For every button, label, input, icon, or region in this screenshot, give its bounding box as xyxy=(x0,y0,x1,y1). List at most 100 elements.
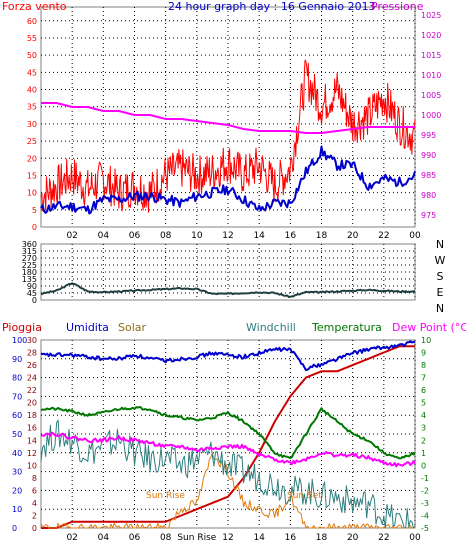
y-tick-label: 8 xyxy=(32,474,37,483)
y-tick-label: 20 xyxy=(27,399,37,408)
y-tick-label: 995 xyxy=(421,131,436,140)
x-tick-label: 08 xyxy=(160,533,172,543)
y-tick-label: 60 xyxy=(12,411,22,420)
x-tick-label: 08 xyxy=(160,231,172,241)
y-tick-label: 990 xyxy=(421,151,436,160)
y-tick-label: 80 xyxy=(12,374,22,383)
solar-label: Solar xyxy=(118,321,147,334)
y-tick-label: 6 xyxy=(421,386,426,395)
y-tick-label: 225 xyxy=(22,261,37,270)
x-tick-label: 00 xyxy=(409,533,421,543)
dewpoint-label: Dew Point (°C) xyxy=(392,321,466,334)
y-tick-label: 4 xyxy=(32,499,37,508)
y-tick-label: 315 xyxy=(22,247,37,256)
y-tick-label: 5 xyxy=(32,206,37,215)
y-tick-label: 24 xyxy=(27,374,37,383)
y-tick-label: 0 xyxy=(32,524,37,533)
compass-letter: W xyxy=(435,254,446,267)
y-tick-label: 28 xyxy=(27,349,37,358)
y-tick-label: 10 xyxy=(27,461,37,470)
y-tick-label: 45 xyxy=(27,68,37,77)
y-tick-label: 3 xyxy=(421,424,426,433)
sunrise-annotation: Sun Rise xyxy=(146,491,185,501)
y-tick-label: 30 xyxy=(27,120,37,129)
x-tick-label: 22 xyxy=(378,231,389,241)
rain-series xyxy=(41,345,415,529)
y-tick-label: 20 xyxy=(27,154,37,163)
chart-title: 24 hour graph day : 16 Gennaio 2013 xyxy=(168,0,376,13)
y-tick-label: 360 xyxy=(22,240,37,249)
wind-average-series xyxy=(40,145,416,215)
y-tick-label: 14 xyxy=(27,436,37,445)
x-tick-label: 14 xyxy=(253,231,265,241)
sunset-annotation: Sun Set xyxy=(287,491,322,501)
wind-speed-series xyxy=(40,59,416,213)
x-tick-label: 06 xyxy=(129,231,141,241)
y-tick-label: 0 xyxy=(12,524,17,533)
y-tick-label: 15 xyxy=(27,171,37,180)
x-tick-label: 12 xyxy=(222,533,233,543)
x-tick-label: 04 xyxy=(98,533,110,543)
y-tick-label: 35 xyxy=(27,103,37,112)
y-tick-label: 6 xyxy=(32,486,37,495)
y-tick-label: 975 xyxy=(421,211,436,220)
y-tick-label: 40 xyxy=(12,449,22,458)
compass-letter: S xyxy=(437,270,444,283)
x-tick-label: 14 xyxy=(253,533,265,543)
humidity-label: Umidita xyxy=(66,321,109,334)
x-tick-label: 22 xyxy=(378,533,389,543)
y-tick-label: 9 xyxy=(421,349,426,358)
x-tick-label: 20 xyxy=(347,231,359,241)
y-tick-label: 2 xyxy=(32,511,37,520)
compass-letter: N xyxy=(436,238,444,251)
x-tick-label: Sun Rise xyxy=(177,533,216,543)
y-tick-label: 60 xyxy=(27,17,37,26)
y-tick-label: 18 xyxy=(27,411,37,420)
y-tick-label: 90 xyxy=(27,282,37,291)
x-tick-label: 00 xyxy=(409,231,421,241)
windchill-label: Windchill xyxy=(246,321,296,334)
y-tick-label: 1 xyxy=(421,449,426,458)
y-tick-label: 1000 xyxy=(421,111,441,120)
y-tick-label: 10 xyxy=(421,336,431,345)
pressure-series xyxy=(41,102,415,134)
y-tick-label: 980 xyxy=(421,191,436,200)
y-tick-label: 70 xyxy=(12,392,22,401)
y-tick-label: 10 xyxy=(27,189,37,198)
y-tick-label: 50 xyxy=(12,430,22,439)
x-tick-label: 02 xyxy=(66,231,77,241)
y-tick-label: 4 xyxy=(421,411,426,420)
y-tick-label: 26 xyxy=(27,361,37,370)
compass-letter: N xyxy=(436,302,444,315)
y-tick-label: 45 xyxy=(27,289,37,298)
y-tick-label: 1010 xyxy=(421,71,441,80)
y-tick-label: 5 xyxy=(421,399,426,408)
humidity-series xyxy=(40,340,416,371)
dewpoint-series xyxy=(41,431,416,468)
x-tick-label: 16 xyxy=(285,533,297,543)
wind-axis-label: Forza vento xyxy=(2,0,67,13)
pressure-axis-label: Pressione xyxy=(371,0,424,13)
y-tick-label: 0 xyxy=(32,223,37,232)
y-tick-label: -5 xyxy=(421,524,429,533)
y-tick-label: -1 xyxy=(421,474,429,483)
x-tick-label: 18 xyxy=(316,533,328,543)
y-tick-label: 30 xyxy=(12,468,22,477)
y-tick-label: 1005 xyxy=(421,91,441,100)
y-tick-label: 100 xyxy=(12,336,27,345)
x-tick-label: 06 xyxy=(129,533,141,543)
y-tick-label: 10 xyxy=(12,505,22,514)
y-tick-label: 180 xyxy=(22,268,37,277)
y-tick-label: 0 xyxy=(421,461,426,470)
wind-direction-series xyxy=(40,282,416,298)
y-tick-label: 7 xyxy=(421,374,426,383)
x-tick-label: 10 xyxy=(191,231,203,241)
y-tick-label: 1025 xyxy=(421,11,441,20)
y-tick-label: 50 xyxy=(27,51,37,60)
y-tick-label: -2 xyxy=(421,486,429,495)
y-tick-label: 8 xyxy=(421,361,426,370)
y-tick-label: -3 xyxy=(421,499,429,508)
y-tick-label: -4 xyxy=(421,511,429,520)
y-tick-label: 135 xyxy=(22,275,37,284)
